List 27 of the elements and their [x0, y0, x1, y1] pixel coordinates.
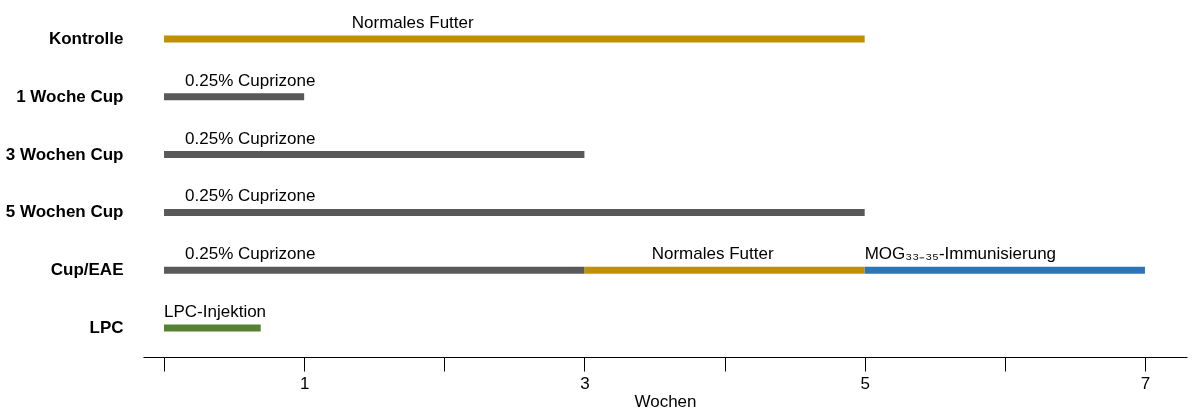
x-tick-label: 1 [299, 373, 310, 393]
annotation: LPC-Injektion [164, 302, 267, 322]
bar [864, 266, 1145, 274]
annotation: 0.25% Cuprizone [185, 70, 316, 90]
bar [584, 266, 865, 274]
y-tick-label: 5 Wochen Cup [5, 202, 124, 222]
annotation: Normales Futter [651, 244, 774, 264]
annotation: 0.25% Cuprizone [185, 128, 316, 148]
x-tick-label: 7 [1140, 373, 1151, 393]
y-tick-label: 1 Woche Cup [16, 86, 124, 106]
bar [164, 35, 865, 43]
x-axis-title: Wochen [634, 391, 697, 411]
annotation: 0.25% Cuprizone [185, 186, 316, 206]
bar [164, 266, 585, 274]
bar [164, 208, 865, 216]
annotation: Normales Futter [351, 12, 474, 32]
annotation: MOG₃₃₋₃₅-Immunisierung [864, 244, 1057, 264]
y-tick-label: LPC [89, 318, 124, 338]
y-tick-label: 3 Wochen Cup [5, 144, 124, 164]
bar [164, 151, 585, 159]
bar [164, 93, 305, 101]
annotation: 0.25% Cuprizone [185, 244, 316, 264]
x-tick-label: 5 [860, 373, 870, 393]
x-tick-label: 3 [580, 373, 590, 393]
bar [164, 324, 261, 332]
y-tick-label: Cup/EAE [50, 260, 124, 280]
y-tick-label: Kontrolle [48, 28, 124, 48]
